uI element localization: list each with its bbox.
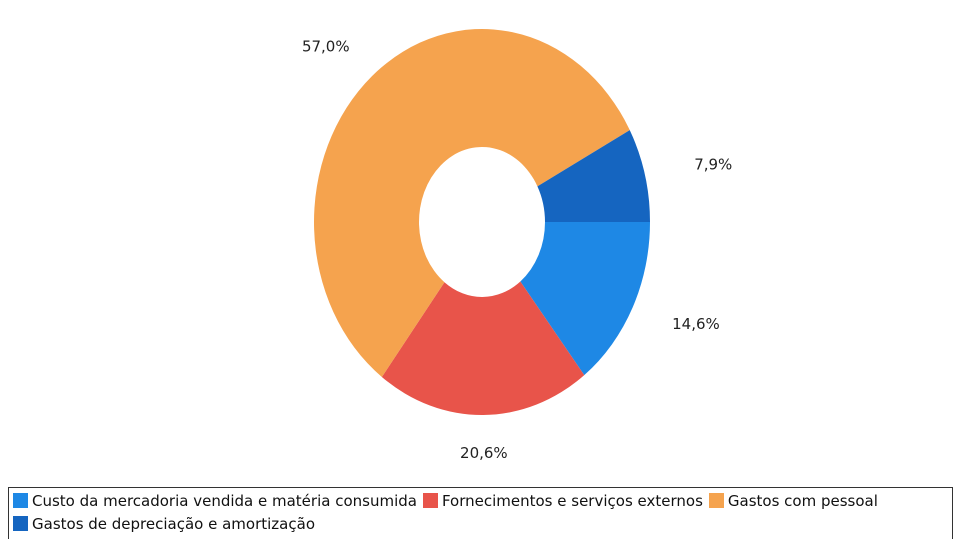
legend: Custo da mercadoria vendida e matéria co… [8,487,953,539]
legend-swatch [13,516,28,531]
legend-label: Gastos com pessoal [727,492,878,510]
legend-swatch [708,493,724,508]
donut-slice [313,28,630,377]
legend-label: Gastos de depreciação e amortização [32,515,315,533]
data-label: 7,9% [694,156,732,174]
legend-item: Gastos de depreciação e amortização [13,513,315,536]
donut-slice [520,222,650,376]
data-label: 14,6% [672,315,720,333]
legend-item: Fornecimentos e serviços externos [422,490,703,513]
chart: 14,6% 20,6% 57,0% 7,9% [302,28,732,462]
legend-swatch [13,493,28,508]
legend-label: Custo da mercadoria vendida e matéria co… [32,492,417,510]
legend-item: Custo da mercadoria vendida e matéria co… [13,490,417,513]
donut-slice [381,281,585,415]
legend-label: Fornecimentos e serviços externos [441,492,703,510]
data-label: 20,6% [460,444,508,462]
legend-item: Gastos com pessoal [708,490,878,513]
data-label: 57,0% [302,37,350,55]
donut-slice [537,130,650,222]
legend-swatch [422,493,438,508]
